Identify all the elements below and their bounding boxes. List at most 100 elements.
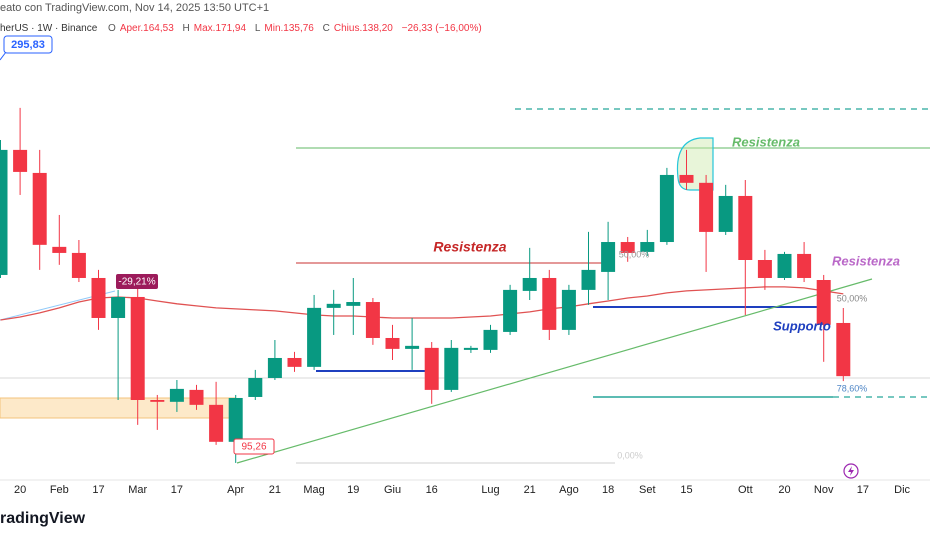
x-tick-label: Ago	[559, 484, 579, 496]
label-box	[3, 35, 53, 54]
candle-body	[483, 329, 498, 350]
x-tick-label: Feb	[50, 484, 69, 496]
x-tick-label: Apr	[227, 484, 244, 496]
candle-body	[267, 357, 282, 378]
candle-body	[150, 400, 165, 402]
x-tick-label: 18	[602, 484, 614, 496]
candle-body	[620, 242, 635, 253]
x-tick-label: Mag	[303, 484, 324, 496]
change: −26,33 (−16,00%)	[402, 23, 482, 34]
x-tick-label: 16	[426, 484, 438, 496]
legend-value: Aper.164,53	[120, 23, 174, 34]
candle-body	[248, 377, 263, 397]
candle-body	[32, 172, 47, 245]
candle-body	[542, 277, 557, 330]
fib-label: 50,00%	[619, 249, 650, 259]
x-tick-label: Ott	[738, 484, 753, 496]
pointer	[0, 51, 7, 61]
candle-body	[307, 307, 322, 367]
chart-title: eato con TradingView.com, Nov 14, 2025 1…	[0, 2, 269, 14]
candle-body	[738, 195, 753, 260]
x-tick-label: Mar	[128, 484, 147, 496]
candle-body	[503, 289, 518, 332]
label-box	[233, 438, 275, 455]
candle-body	[346, 302, 361, 306]
candle-body	[365, 302, 380, 338]
label-box	[116, 274, 158, 289]
candle-body	[111, 296, 126, 318]
candle-body	[209, 404, 224, 442]
candle-body	[52, 246, 67, 253]
brand: radingView	[0, 510, 86, 527]
high-label: 295,83	[11, 39, 45, 51]
x-tick-label: 17	[857, 484, 869, 496]
candle-body	[581, 269, 596, 290]
candle-body	[561, 289, 576, 330]
candle-body	[522, 277, 537, 291]
candle-body	[463, 347, 478, 350]
legend-value: Chius.138,20	[334, 23, 393, 34]
x-tick-label: 17	[92, 484, 104, 496]
x-tick-label: Giu	[384, 484, 401, 496]
candle-body	[385, 337, 400, 349]
resistance-label: Resistenza	[732, 134, 800, 149]
x-tick-label: 21	[524, 484, 536, 496]
x-tick-label: 21	[269, 484, 281, 496]
candle-body	[836, 322, 851, 377]
annotations: 295,83 -29,21% 95,26 Resistenza Resisten…	[0, 35, 900, 479]
candle-body	[189, 389, 204, 405]
candle-body	[287, 357, 302, 367]
candle-body	[699, 182, 714, 232]
candle-body	[424, 347, 439, 390]
candle-body	[169, 388, 184, 402]
event-icon-bolt	[848, 466, 854, 476]
fib-label: 50,00%	[837, 293, 868, 303]
candle-body	[444, 347, 459, 390]
resistance-label: Resistenza	[433, 239, 506, 255]
legend-key: C	[323, 23, 330, 34]
candle-body	[640, 242, 655, 252]
x-tick-label: Nov	[814, 484, 834, 496]
candle-body	[130, 296, 145, 400]
trend-line	[236, 278, 873, 464]
support-label: Supporto	[773, 318, 831, 333]
x-tick-label: 17	[171, 484, 183, 496]
candle-body	[0, 149, 8, 275]
candle-body	[679, 174, 694, 183]
x-tick-label: Set	[639, 484, 656, 496]
chart-subtitle: herUS · 1W · Binance O Aper.164,53 H Max.1…	[0, 23, 482, 34]
candle-body	[326, 303, 341, 308]
candle-body	[228, 397, 243, 442]
low-label: 95,26	[241, 442, 266, 453]
marks	[0, 107, 851, 463]
candle-body	[405, 345, 420, 349]
resistance-label: Resistenza	[832, 253, 900, 268]
candle-body	[91, 277, 106, 318]
candle-body	[816, 280, 831, 325]
candle-body	[757, 260, 772, 278]
candle-body	[71, 252, 86, 278]
x-tick-label: 20	[14, 484, 26, 496]
candle-body	[718, 195, 733, 232]
fib-label: 0,00%	[617, 450, 643, 460]
candle-body	[777, 253, 792, 278]
x-axis-labels: 20 Feb 17 Mar 17 Apr 21 Mag 19 Giu 16 Lug 21 Ago 18 Set…	[14, 484, 911, 496]
legend-key: O	[108, 23, 116, 34]
x-tick-label: 20	[778, 484, 790, 496]
legend-key: L	[255, 23, 261, 34]
legend-value: Min.135,76	[264, 23, 314, 34]
fib-label: 78,60%	[837, 383, 868, 393]
change-label: -29,21%	[118, 277, 155, 288]
x-tick-label: Dic	[894, 484, 910, 496]
candle-body	[797, 253, 812, 278]
legend-value: Max.171,94	[194, 23, 247, 34]
candle-body	[659, 174, 674, 243]
x-tick-label: Lug	[481, 484, 499, 496]
candle-body	[13, 149, 28, 172]
symbol: herUS · 1W · Binance	[0, 23, 98, 34]
legend-key: H	[183, 23, 190, 34]
candle-body	[601, 242, 616, 272]
